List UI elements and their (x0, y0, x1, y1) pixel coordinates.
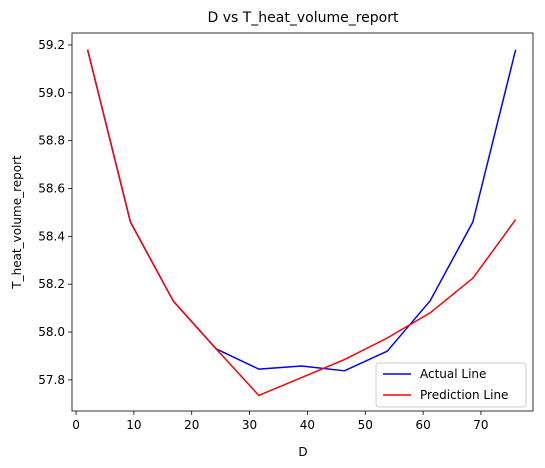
x-tick-label: 40 (300, 418, 315, 432)
x-tick-label: 10 (126, 418, 141, 432)
legend-box (375, 362, 527, 408)
x-tick-label: 60 (415, 418, 430, 432)
series-layer (86, 49, 517, 397)
x-axis-label: D (298, 445, 307, 459)
plot-area-frame (71, 32, 534, 412)
y-tick-label: 58.2 (38, 277, 65, 291)
legend-label-actual: Actual Line (420, 367, 486, 381)
y-tick-label: 58.0 (38, 325, 65, 339)
y-tick-label: 58.8 (38, 134, 65, 148)
chart-title: D vs T_heat_volume_report (208, 10, 400, 26)
x-tick-label: 50 (358, 418, 373, 432)
x-axis: 0 10 20 30 40 50 60 70 (72, 411, 489, 432)
y-axis-label: T_heat_volume_report (10, 155, 24, 290)
legend-label-prediction: Prediction Line (420, 388, 508, 402)
x-tick-label: 30 (242, 418, 257, 432)
y-tick-label: 58.4 (38, 229, 65, 243)
y-tick-label: 59.2 (38, 38, 65, 52)
legend: Actual Line Prediction Line (375, 362, 527, 408)
y-tick-label: 57.8 (38, 373, 65, 387)
y-tick-label: 59.0 (38, 86, 65, 100)
y-tick-label: 58.6 (38, 182, 65, 196)
x-tick-label: 70 (473, 418, 488, 432)
y-axis: 57.8 58.0 58.2 58.4 58.6 58.8 59.0 59.2 (38, 38, 72, 387)
prediction-line (86, 49, 517, 397)
x-tick-label: 0 (72, 418, 80, 432)
x-tick-label: 20 (184, 418, 199, 432)
